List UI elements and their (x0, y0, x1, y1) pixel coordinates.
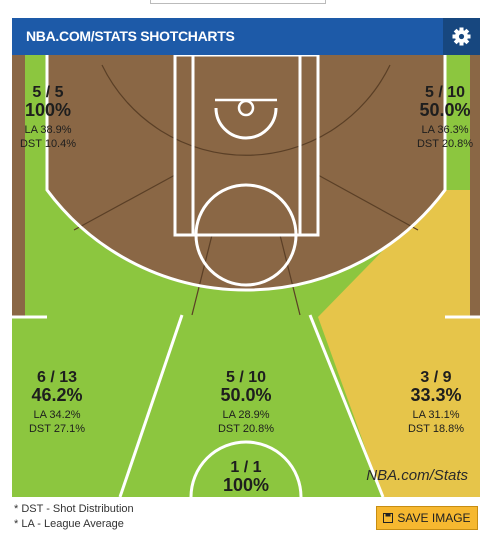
header-title: NBA.COM/STATS SHOTCHARTS (26, 28, 235, 44)
header: NBA.COM/STATS SHOTCHARTS (12, 18, 480, 55)
zone-pct: 46.2% (31, 385, 82, 405)
zone-dst: DST 18.8% (408, 423, 464, 435)
note: * DST - Shot Distribution (14, 503, 134, 515)
zone-la: LA 38.9% (24, 124, 71, 136)
save-icon (383, 513, 394, 523)
zone-pct: 33.3% (410, 385, 461, 405)
zone-shots: 5 / 10 (425, 84, 465, 101)
zone-la: LA 36.3% (421, 124, 468, 136)
zone-shots: 1 / 1 (230, 459, 261, 476)
save-image-button[interactable]: SAVE IMAGE (376, 506, 478, 530)
zone-pct: 100% (25, 100, 71, 120)
right-wing-zone (318, 190, 480, 497)
mid-range-zone (47, 55, 445, 291)
search-box[interactable] (150, 0, 326, 4)
zone-pct: 50.0% (220, 385, 271, 405)
note: * LA - League Average (14, 518, 124, 530)
zone-pct: 100% (223, 475, 269, 495)
zone-shots: 6 / 13 (37, 369, 77, 386)
zone-la: LA 34.2% (33, 409, 80, 421)
zone-dst: DST 20.8% (417, 138, 473, 150)
zone-dst: DST 10.4% (20, 138, 76, 150)
zone-shots: 5 / 10 (226, 369, 266, 386)
zone-dividers (73, 64, 419, 316)
settings-button[interactable] (443, 18, 480, 55)
zone-dst: DST 27.1% (29, 423, 85, 435)
zone-la: LA 28.9% (222, 409, 269, 421)
court-lines (12, 55, 480, 497)
gear-icon (452, 27, 471, 46)
zone-shots: 5 / 5 (32, 84, 63, 101)
zone-shots: 3 / 9 (420, 369, 451, 386)
out-left (12, 55, 25, 317)
out-right (470, 55, 480, 317)
zone-pct: 50.0% (419, 100, 470, 120)
button-label: SAVE IMAGE (397, 511, 471, 525)
zone-dst: DST 20.8% (218, 423, 274, 435)
watermark: NBA.com/Stats (366, 467, 468, 484)
zone-la: LA 31.1% (412, 409, 459, 421)
